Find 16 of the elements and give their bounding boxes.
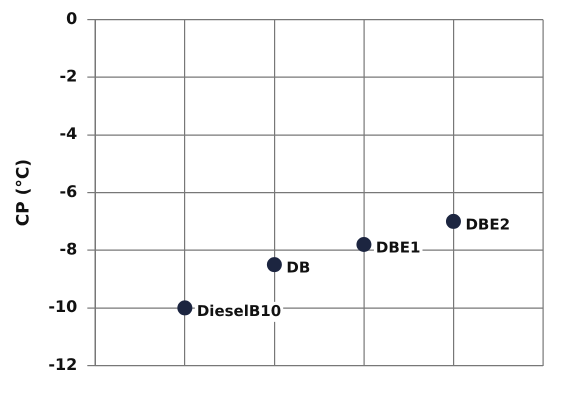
series-label: DieselB10	[196, 302, 282, 320]
y-axis-title: CP (°C)	[14, 158, 34, 226]
y-tick-label: 0	[66, 8, 78, 28]
y-tick-label: -10	[48, 297, 78, 316]
point	[356, 237, 372, 252]
point	[266, 257, 282, 272]
series-label: DBE2	[465, 215, 510, 234]
series-label: DB	[286, 258, 310, 277]
y-tick-label: -4	[60, 124, 78, 144]
y-tick-label: -6	[60, 182, 78, 201]
y-tick-label: -2	[60, 66, 78, 86]
y-tick-label: -12	[48, 354, 78, 374]
point	[177, 300, 192, 316]
y-tick-label: -8	[60, 239, 78, 258]
series-label: DBE1	[376, 238, 420, 256]
point	[446, 214, 461, 229]
